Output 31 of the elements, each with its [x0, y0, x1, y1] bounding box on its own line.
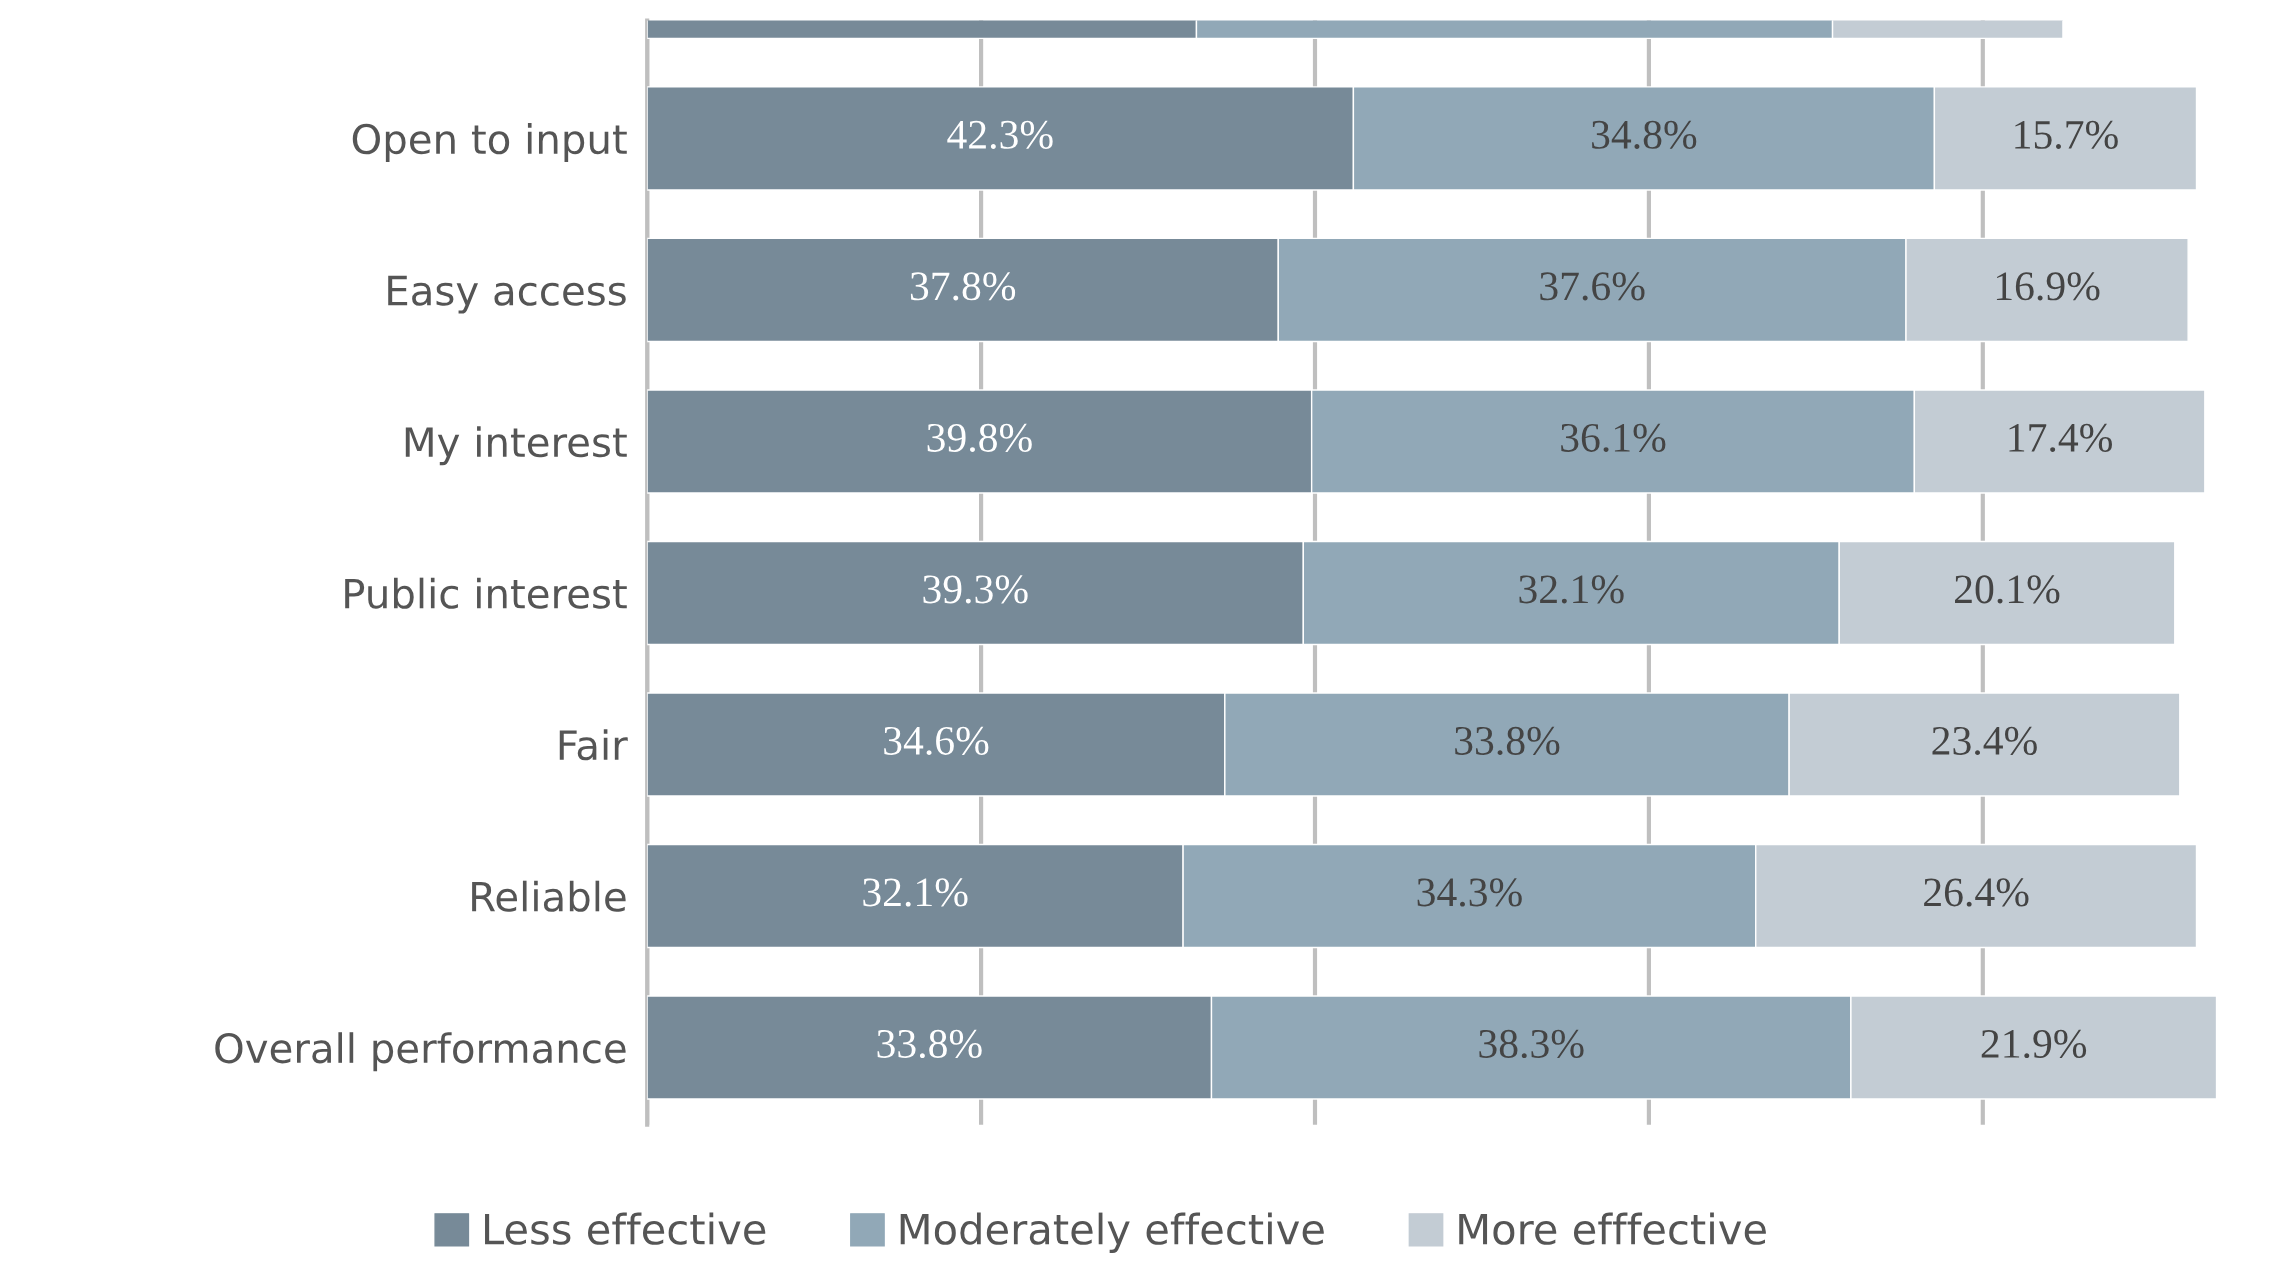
y-tick-label: Open to input — [352, 123, 627, 163]
data-label: 37.8% — [910, 272, 1016, 301]
data-label: 16.9% — [1996, 272, 2100, 301]
data-label: 39.8% — [927, 423, 1032, 453]
data-label: 21.9% — [1981, 1029, 2087, 1059]
data-label: 23.4% — [1932, 726, 2037, 756]
data-label: 34.6% — [884, 726, 989, 756]
y-tick-label: Easy access — [388, 275, 626, 314]
y-tick-label: Public interest — [345, 577, 627, 609]
legend-label: Less effective — [485, 1212, 766, 1245]
data-label: 33.8% — [877, 1029, 982, 1059]
y-tick-label: Fair — [559, 729, 628, 761]
data-label: 33.8% — [1455, 726, 1560, 756]
data-label: 26.4% — [1924, 878, 2029, 907]
data-label: 15.7% — [2015, 120, 2118, 150]
y-tick-label: Overall performance — [215, 1032, 626, 1072]
data-label: 20.1% — [1955, 575, 2060, 604]
data-label: 42.3% — [947, 120, 1053, 150]
data-label: 39.3% — [923, 575, 1028, 604]
data-label: 34.3% — [1417, 878, 1522, 907]
data-label: 32.1% — [1519, 575, 1624, 604]
data-label: 38.3% — [1479, 1029, 1584, 1059]
data-label: 17.4% — [2009, 423, 2112, 453]
data-label: 37.6% — [1540, 272, 1645, 301]
data-label: 36.1% — [1561, 423, 1666, 453]
y-tick-label: Reliable — [472, 880, 626, 912]
legend-label: More efffective — [1459, 1212, 1766, 1245]
legend-label: Moderately effective — [900, 1212, 1324, 1253]
data-label: 32.1% — [863, 878, 968, 907]
y-tick-label: My interest — [405, 426, 627, 466]
data-label: 34.8% — [1592, 120, 1697, 150]
